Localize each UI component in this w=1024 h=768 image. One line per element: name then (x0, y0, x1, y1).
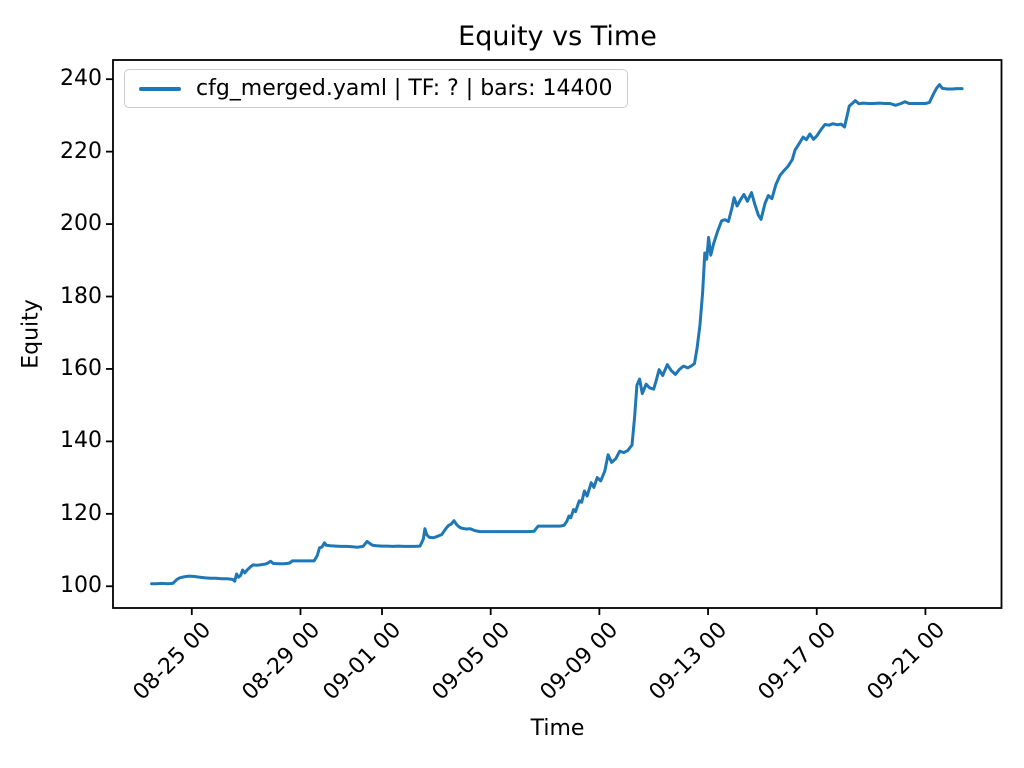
legend-label: cfg_merged.yaml | TF: ? | bars: 14400 (196, 76, 613, 101)
y-tick-label: 240 (60, 66, 102, 92)
y-tick-label: 220 (60, 138, 102, 164)
y-tick-label: 100 (60, 573, 102, 599)
y-tick-label: 120 (60, 500, 102, 526)
equity-curve (150, 83, 964, 586)
legend-line-sample (139, 86, 181, 91)
y-tick-label: 200 (60, 211, 102, 237)
axes-frame (112, 59, 1003, 609)
legend: cfg_merged.yaml | TF: ? | bars: 14400 (124, 69, 628, 108)
y-tick-label: 160 (60, 355, 102, 381)
x-axis-label: Time (530, 716, 585, 741)
y-tick-label: 140 (60, 428, 102, 454)
chart-title: Equity vs Time (458, 21, 657, 52)
y-tick-label: 180 (60, 283, 102, 309)
y-axis-label: Equity (18, 299, 44, 369)
